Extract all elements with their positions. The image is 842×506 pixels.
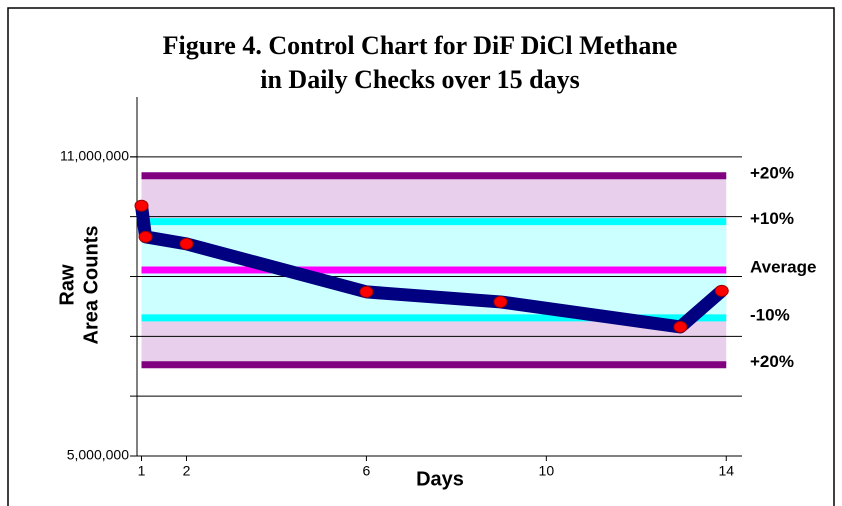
data-point (714, 284, 729, 297)
x-tick-label: 2 (183, 463, 191, 479)
chart-title: Figure 4. Control Chart for DiF DiCl Met… (163, 31, 678, 60)
x-tick-label: 1 (138, 463, 146, 479)
y-tick-label: 11,000,000 (60, 148, 129, 164)
x-tick-label: 10 (539, 463, 555, 479)
reference-label: -10% (750, 305, 790, 324)
x-tick-label: 6 (363, 463, 371, 479)
data-point (673, 320, 688, 333)
y-axis-title: Raw Area Counts (56, 226, 102, 345)
y-tick-label: 5,000,000 (67, 447, 129, 463)
reference-label: Average (750, 258, 816, 277)
data-point (134, 199, 149, 212)
x-axis-title: Days (416, 468, 464, 490)
reference-label: +10% (750, 209, 794, 228)
data-point (493, 295, 508, 308)
data-point (359, 285, 374, 298)
data-point (179, 237, 194, 250)
reference-label: +20% (750, 163, 794, 182)
x-tick-label: 14 (718, 463, 734, 479)
chart-title: in Daily Checks over 15 days (260, 65, 580, 94)
data-point (138, 230, 153, 243)
y-axis-title-line: Raw (56, 264, 78, 306)
reference-label: +20% (750, 352, 794, 371)
y-axis-title-line: Area Counts (80, 226, 102, 345)
